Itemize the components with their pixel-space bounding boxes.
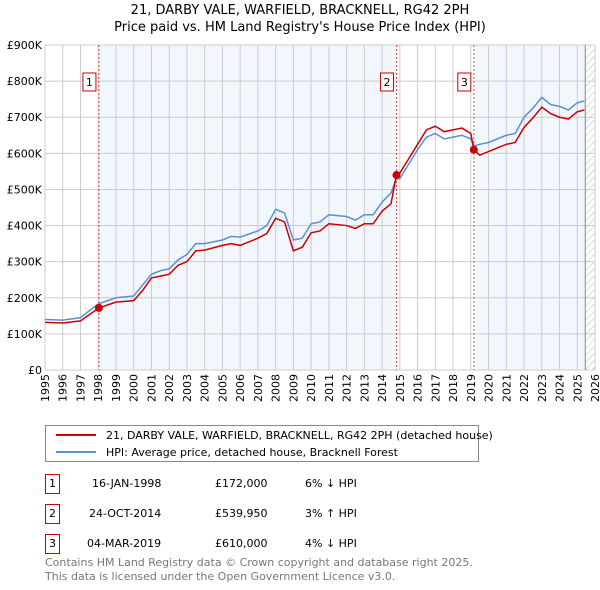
y-tick-label: £800K [7,75,43,88]
x-tick-label: 2002 [163,374,176,402]
x-tick-label: 2018 [447,374,460,402]
x-tick-label: 2016 [412,374,425,402]
transaction-date: 04-MAR-2019 [87,537,162,550]
x-tick-label: 2006 [234,374,247,402]
y-tick-label: £200K [7,292,43,305]
legend-swatch-red [56,434,96,436]
series-line [44,96,585,321]
x-tick-label: 2017 [429,374,442,402]
transaction-hpi: 3% ↑ HPI [305,507,357,520]
x-tick-label: 2003 [181,374,194,402]
transaction-point [469,145,478,154]
x-tick-label: 2026 [589,374,600,402]
x-tick-label: 2011 [323,374,336,402]
footer-licence: This data is licensed under the Open Gov… [45,570,396,583]
x-tick-label: 2004 [199,374,212,402]
label-number: 1 [86,76,93,89]
y-tick-label: £700K [7,111,43,124]
legend-item-hpi: HPI: Average price, detached house, Brac… [56,444,398,460]
legend-label: 21, DARBY VALE, WARFIELD, BRACKNELL, RG4… [106,428,493,442]
transaction-date: 16-JAN-1998 [92,477,162,490]
transaction-label-box: 3 [457,72,472,92]
label-box [379,72,394,92]
x-tick-label: 2012 [341,374,354,402]
plot-area: 1995 1996 1997 1998 1999 2000 2001 2002 2003 2004… [7,39,600,402]
transaction-label-box: 2 [379,72,394,92]
transaction-label-box: 1 [82,72,97,92]
legend-label: HPI: Average price, detached house, Brac… [106,445,398,459]
transaction-price: £539,950 [215,507,268,520]
transaction-price: £610,000 [215,537,268,550]
x-tick-label: 1997 [74,374,87,402]
y-tick-label: £600K [7,147,43,160]
x-tick-label: 2014 [376,374,389,402]
x-tick-label: 2024 [554,374,567,402]
transaction-marker: 3 [45,534,60,554]
y-tick-label: £0 [28,364,42,377]
x-tick-label: 2000 [128,374,141,402]
label-number: 2 [383,76,390,89]
transaction-row: 3 04-MAR-2019 £610,000 4% ↓ HPI [45,534,465,554]
transaction-price: £172,000 [215,477,268,490]
legend: 21, DARBY VALE, WARFIELD, BRACKNELL, RG4… [45,425,493,462]
x-tick-label: 2025 [571,374,584,402]
transaction-point [94,303,103,312]
x-tick-label: 2008 [270,374,283,402]
footer-copyright: Contains HM Land Registry data © Crown c… [45,556,473,569]
x-tick-label: 2022 [518,374,531,402]
x-tick-label: 1998 [92,374,105,402]
x-tick-label: 2013 [358,374,371,402]
transaction-hpi: 4% ↓ HPI [305,537,357,550]
transaction-date: 24-OCT-2014 [89,507,162,520]
y-tick-label: £500K [7,183,43,196]
label-number: 3 [461,76,468,89]
x-tick-label: 2001 [145,374,158,402]
x-tick-label: 2005 [216,374,229,402]
legend-item-property: 21, DARBY VALE, WARFIELD, BRACKNELL, RG4… [56,427,493,443]
x-tick-label: 1996 [57,374,70,402]
series-line [44,106,585,324]
x-tick-label: 2020 [483,374,496,402]
legend-swatch-blue [56,451,96,453]
x-tick-label: 1995 [39,374,52,402]
shaded-period [98,45,397,370]
x-tick-label: 2023 [536,374,549,402]
label-box [82,72,97,92]
x-tick-label: 2021 [500,374,513,402]
x-tick-label: 1999 [110,374,123,402]
transaction-marker: 2 [45,504,60,524]
x-tick-label: 2010 [305,374,318,402]
transaction-row: 1 16-JAN-1998 £172,000 6% ↓ HPI [45,474,465,494]
y-tick-label: £100K [7,328,43,341]
x-tick-label: 2009 [287,374,300,402]
forecast-hatch [585,45,595,370]
transaction-marker: 1 [45,474,60,494]
y-tick-label: £400K [7,220,43,233]
transaction-row: 2 24-OCT-2014 £539,950 3% ↑ HPI [45,504,465,524]
transaction-point [392,171,401,180]
x-tick-label: 2007 [252,374,265,402]
transaction-hpi: 6% ↓ HPI [305,477,357,490]
y-tick-label: £900K [7,39,43,52]
y-tick-label: £300K [7,256,43,269]
shaded-period [473,45,586,370]
label-box [457,72,472,92]
chart-subtitle: Price paid vs. HM Land Registry's House … [114,20,486,35]
x-tick-label: 2019 [465,374,478,402]
chart-title: 21, DARBY VALE, WARFIELD, BRACKNELL, RG4… [130,3,470,18]
x-tick-label: 2015 [394,374,407,402]
